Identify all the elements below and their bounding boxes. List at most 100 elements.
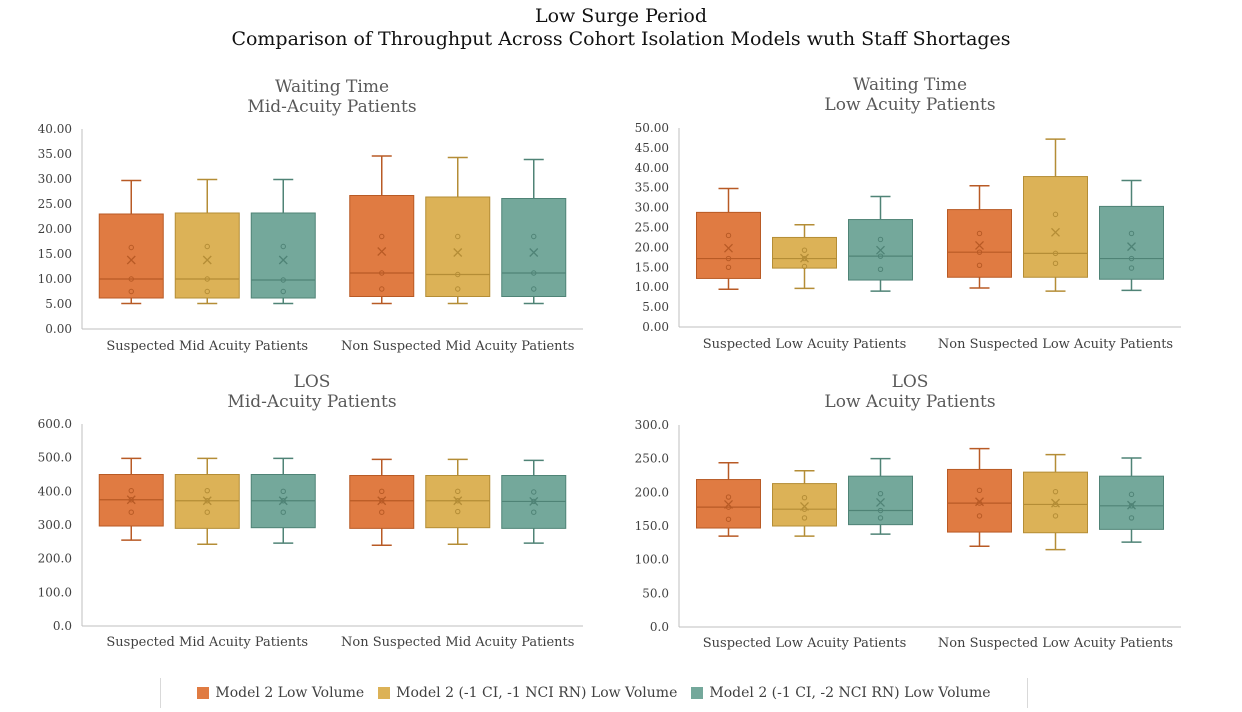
y-tick-label: 20.00 (635, 240, 669, 254)
y-tick-label: 35.00 (635, 181, 669, 195)
legend-label: Model 2 (-1 CI, -2 NCI RN) Low Volume (709, 685, 991, 701)
mean-marker (529, 248, 539, 257)
data-point (379, 270, 385, 276)
data-point (280, 498, 286, 504)
mean-marker (202, 496, 212, 506)
box-body (947, 209, 1012, 278)
y-tick-label: 400.0 (38, 484, 72, 498)
y-tick-label: 200.0 (38, 552, 72, 566)
y-tick-label: 30.00 (38, 172, 72, 186)
y-tick-label: 100.0 (38, 585, 72, 599)
x-category-label: Non Suspected Mid Acuity Patients (341, 339, 574, 354)
mean-marker (278, 496, 288, 506)
mean-marker (975, 240, 984, 250)
panel-title-line: LOS (294, 372, 331, 392)
box-2-cat-2 (425, 156, 491, 305)
data-point (801, 495, 808, 501)
data-point (531, 489, 537, 495)
y-tick-label: 15.00 (38, 247, 72, 261)
mean-marker (724, 243, 733, 253)
box-1-cat-1 (696, 461, 761, 537)
data-point (725, 494, 732, 500)
box-body (1023, 176, 1088, 278)
mean-marker (975, 497, 984, 507)
mean-marker (529, 496, 539, 506)
data-point (531, 286, 537, 292)
y-tick-label: 0.00 (642, 320, 669, 334)
data-point (455, 286, 461, 292)
mean-marker (278, 255, 288, 265)
data-point (455, 488, 461, 495)
y-tick-label: 25.00 (38, 197, 72, 211)
y-tick-label: 15.00 (635, 260, 669, 274)
y-tick-label: 20.00 (38, 222, 72, 236)
panel-title-line: Mid-Acuity Patients (227, 392, 396, 412)
data-point (725, 255, 732, 262)
y-tick-label: 300.0 (635, 418, 669, 432)
data-point (531, 498, 537, 505)
data-point (128, 487, 134, 494)
data-point (801, 515, 808, 521)
data-point (976, 249, 983, 255)
y-tick-label: 5.00 (45, 297, 72, 311)
box-3-cat-2 (501, 459, 567, 544)
box-1-cat-2 (947, 184, 1012, 289)
data-point (976, 262, 983, 269)
box-3-cat-2 (1099, 179, 1164, 292)
data-point (128, 509, 134, 515)
data-point (379, 488, 385, 495)
box-3-cat-1 (848, 457, 913, 535)
box-1-cat-2 (947, 447, 1012, 547)
y-tick-label: 100.0 (635, 553, 669, 567)
legend-item-model2: Model 2 Low Volume (197, 685, 364, 701)
mean-marker (1127, 242, 1136, 252)
y-tick-label: 25.00 (635, 221, 669, 235)
data-point (725, 264, 732, 270)
legend-label: Model 2 (-1 CI, -1 NCI RN) Low Volume (396, 685, 678, 701)
x-category-label: Suspected Mid Acuity Patients (106, 635, 308, 650)
x-category-label: Non Suspected Low Acuity Patients (938, 337, 1173, 352)
y-tick-label: 45.00 (635, 141, 669, 155)
x-category-label: Suspected Mid Acuity Patients (106, 339, 308, 354)
box-body (772, 483, 837, 527)
box-3-cat-1 (250, 178, 316, 305)
data-point (725, 516, 732, 522)
data-point (455, 271, 461, 278)
mean-marker (453, 496, 463, 506)
legend-item-model2-ci1-nci2: Model 2 (-1 CI, -2 NCI RN) Low Volume (691, 685, 991, 701)
chart-main-title: Low Surge Period Comparison of Throughpu… (0, 5, 1242, 51)
box-1-cat-1 (696, 187, 761, 290)
data-point (280, 509, 286, 515)
panel-title-line: Low Acuity Patients (824, 392, 995, 412)
box-2-cat-1 (174, 178, 240, 305)
mean-marker (800, 253, 809, 263)
y-tick-label: 30.00 (635, 201, 669, 215)
mean-marker (724, 499, 733, 509)
data-point (1052, 260, 1059, 267)
data-point (128, 497, 134, 503)
y-tick-label: 500.0 (38, 451, 72, 465)
data-point (204, 509, 210, 515)
data-point (455, 508, 461, 515)
mean-marker (876, 497, 885, 507)
mean-marker (876, 245, 885, 255)
mean-marker (800, 502, 809, 511)
box-body (174, 212, 240, 299)
data-point (128, 244, 134, 251)
x-category-label: Non Suspected Mid Acuity Patients (341, 635, 574, 650)
mean-marker (1051, 498, 1060, 508)
data-point (1128, 265, 1135, 271)
box-body (696, 211, 761, 279)
data-point (976, 513, 983, 519)
box-body (501, 198, 567, 297)
chart-legend: Model 2 Low Volume Model 2 (-1 CI, -1 NC… (160, 678, 1028, 708)
box-1-cat-2 (349, 155, 415, 305)
box-2-cat-2 (1023, 138, 1088, 292)
data-point (280, 277, 286, 283)
box-body (349, 475, 415, 529)
y-tick-label: 10.00 (635, 280, 669, 294)
data-point (531, 233, 537, 240)
legend-swatch-orange (197, 687, 210, 699)
